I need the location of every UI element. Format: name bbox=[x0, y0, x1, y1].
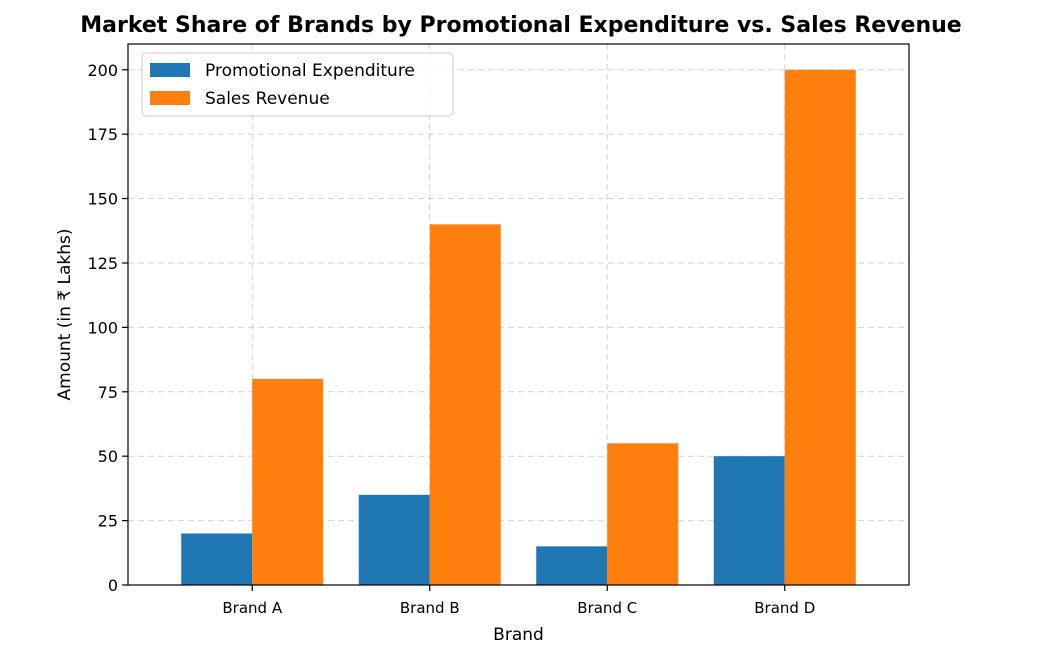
x-tick-label: Brand D bbox=[754, 599, 815, 617]
y-axis-label: Amount (in ₹ Lakhs) bbox=[55, 229, 75, 401]
bar-sales-revenue bbox=[252, 378, 324, 585]
chart-title: Market Share of Brands by Promotional Ex… bbox=[80, 13, 961, 38]
bar-sales-revenue bbox=[429, 224, 501, 586]
x-axis-ticks: Brand A Brand B Brand C Brand D bbox=[222, 585, 815, 617]
y-tick-label: 175 bbox=[87, 125, 118, 144]
bar-promotional-expenditure bbox=[536, 546, 608, 585]
legend-swatch bbox=[150, 63, 190, 77]
legend-box bbox=[141, 52, 454, 117]
bar-promotional-expenditure bbox=[181, 533, 253, 585]
plot-frame bbox=[127, 43, 910, 586]
x-tick-label: Brand B bbox=[400, 599, 460, 617]
y-tick-label: 100 bbox=[87, 318, 118, 337]
legend-entry-label: Sales Revenue bbox=[205, 89, 330, 109]
bar-sales-revenue bbox=[607, 443, 679, 585]
bars bbox=[181, 69, 856, 586]
legend-swatch bbox=[150, 91, 190, 105]
y-tick-label: 200 bbox=[87, 61, 118, 80]
y-tick-label: 0 bbox=[108, 576, 118, 595]
y-tick-label: 25 bbox=[98, 512, 118, 531]
legend-entry-label: Promotional Expenditure bbox=[205, 61, 415, 81]
y-tick-label: 50 bbox=[98, 447, 118, 466]
y-tick-label: 125 bbox=[87, 254, 118, 273]
bar-sales-revenue bbox=[784, 69, 856, 585]
y-axis-ticks: 0 25 50 75 100 125 150 175 200 bbox=[87, 61, 128, 595]
bar-promotional-expenditure bbox=[358, 494, 430, 585]
x-tick-label: Brand C bbox=[577, 599, 637, 617]
bar-promotional-expenditure bbox=[713, 456, 785, 585]
legend: Promotional Expenditure Sales Revenue bbox=[141, 52, 454, 117]
x-tick-label: Brand A bbox=[222, 599, 282, 617]
y-tick-label: 150 bbox=[87, 190, 118, 209]
x-axis-label: Brand bbox=[493, 625, 544, 645]
y-tick-label: 75 bbox=[98, 383, 118, 402]
